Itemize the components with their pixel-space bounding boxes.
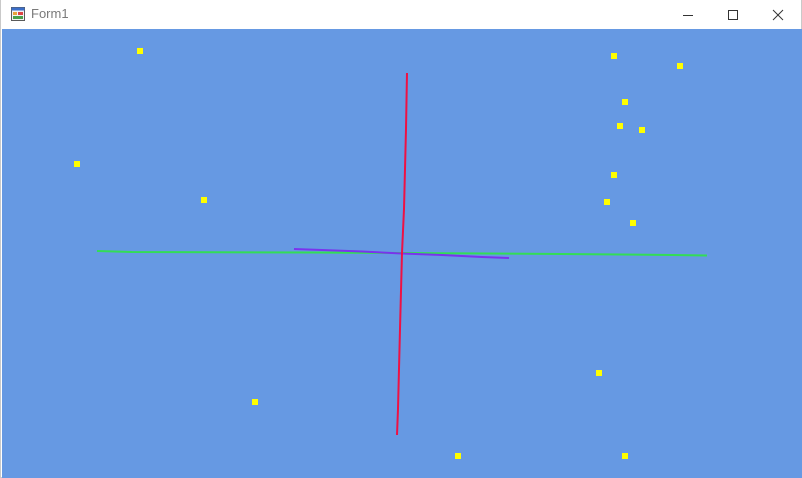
point <box>611 172 617 178</box>
points-group <box>74 48 683 459</box>
maximize-button[interactable] <box>710 0 756 29</box>
title-bar[interactable]: Form1 <box>1 0 801 29</box>
close-icon <box>772 9 784 20</box>
window-title: Form1 <box>31 6 69 21</box>
minimize-button[interactable] <box>665 0 711 29</box>
point <box>630 220 636 226</box>
close-button[interactable] <box>755 0 801 29</box>
point <box>611 53 617 59</box>
point <box>617 123 623 129</box>
point <box>252 399 258 405</box>
point <box>604 199 610 205</box>
point <box>639 127 645 133</box>
point <box>201 197 207 203</box>
point <box>596 370 602 376</box>
point <box>455 453 461 459</box>
point <box>622 99 628 105</box>
maximize-icon <box>728 9 738 20</box>
minimize-icon <box>683 14 693 16</box>
drawing-canvas[interactable] <box>2 29 802 478</box>
point <box>137 48 143 54</box>
point <box>677 63 683 69</box>
form-app-icon <box>11 7 25 21</box>
scene-3d <box>74 48 708 459</box>
point <box>74 161 80 167</box>
y-axis-line <box>396 72 408 436</box>
point <box>622 453 628 459</box>
